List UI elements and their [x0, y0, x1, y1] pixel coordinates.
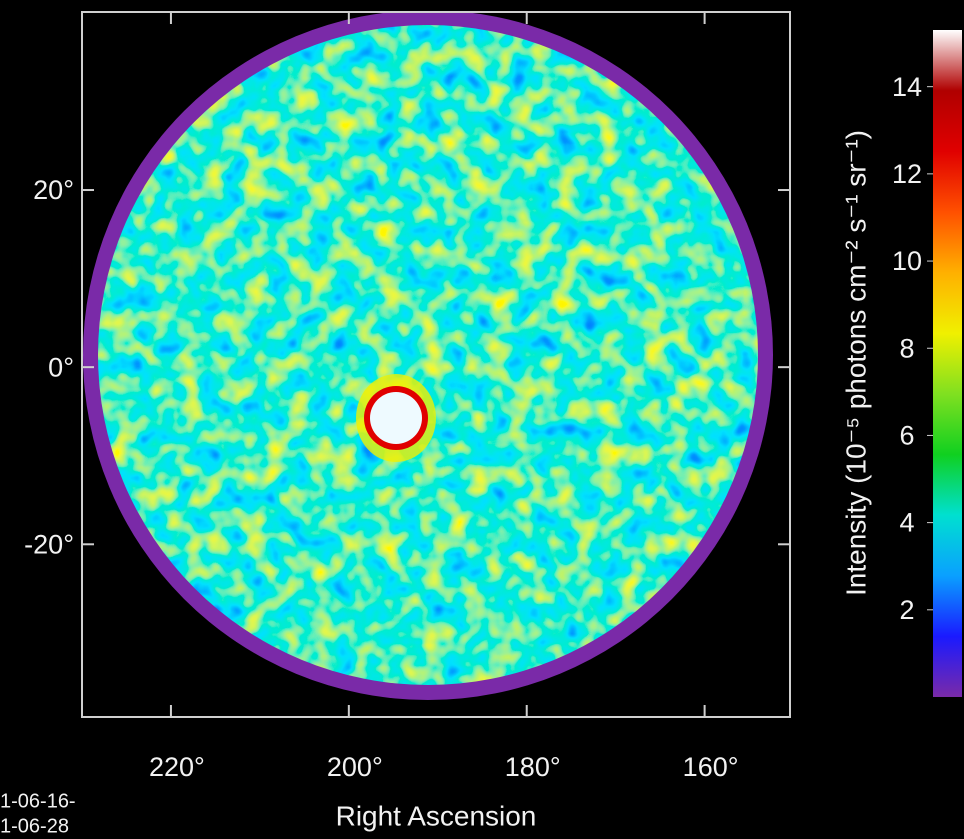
colorbar-tick-label: 8: [899, 333, 914, 363]
y-tick-label: 20°: [33, 175, 74, 205]
colorbar-tick-label: 12: [892, 159, 922, 189]
colorbar-tick-label: 2: [899, 595, 914, 625]
page: {"chart_data": {"type": "heatmap", "x_la…: [0, 0, 964, 839]
colorbar-tick-label: 14: [892, 72, 922, 102]
x-tick-label: 180°: [505, 752, 561, 782]
annotation: 1-06-16-: [0, 790, 76, 812]
colorbar: [933, 30, 962, 697]
colorbar-tick-label: 6: [899, 421, 914, 451]
source-core: [370, 392, 422, 444]
colorbar-title: Intensity (10⁻⁵ photons cm⁻² s⁻¹ sr⁻¹): [840, 130, 871, 596]
x-axis-title: Right Ascension: [336, 800, 537, 831]
chart: Right Ascension Intensity (10⁻⁵ photons …: [0, 0, 964, 839]
annotation: 1-06-28: [0, 815, 69, 837]
colorbar-tick-label: 4: [899, 508, 914, 538]
x-tick-label: 220°: [149, 752, 205, 782]
x-tick-label: 200°: [327, 752, 383, 782]
colorbar-tick-label: 10: [892, 246, 922, 276]
x-tick-label: 160°: [683, 752, 739, 782]
sky-map: [82, 10, 790, 717]
y-tick-label: 0°: [48, 352, 74, 382]
y-tick-label: -20°: [24, 529, 74, 559]
